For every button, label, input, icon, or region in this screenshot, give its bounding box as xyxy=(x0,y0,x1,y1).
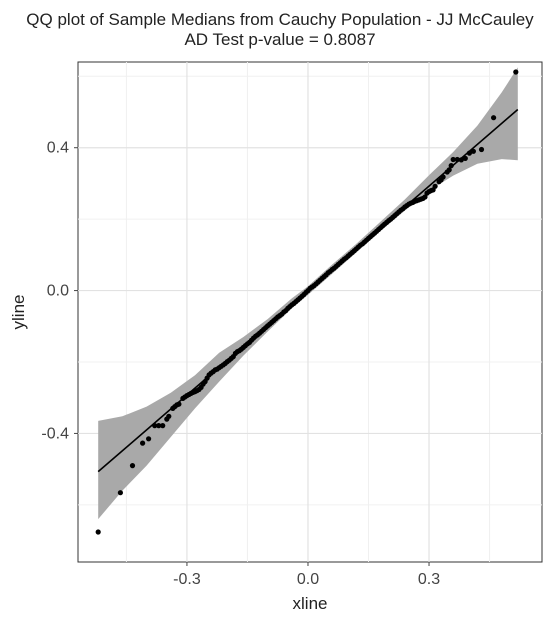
x-tick-label: 0.3 xyxy=(418,571,440,588)
data-point xyxy=(118,490,123,495)
data-point xyxy=(176,402,181,407)
data-point xyxy=(130,463,135,468)
data-point xyxy=(513,69,518,74)
y-tick-label: 0.0 xyxy=(47,283,69,300)
x-axis-ticks: -0.3 0.0 0.3 xyxy=(173,562,440,588)
y-tick-label: -0.4 xyxy=(41,425,69,442)
data-point xyxy=(441,174,446,179)
data-point xyxy=(160,423,165,428)
y-tick-label: 0.4 xyxy=(47,140,69,157)
x-axis-label: xline xyxy=(293,594,328,613)
data-point xyxy=(449,163,454,168)
data-point xyxy=(166,414,171,419)
data-point xyxy=(96,529,101,534)
y-axis-label: yline xyxy=(9,295,28,330)
data-point xyxy=(479,147,484,152)
data-point xyxy=(471,149,476,154)
y-axis-ticks: -0.4 0.0 0.4 xyxy=(41,140,78,443)
x-tick-label: 0.0 xyxy=(297,571,319,588)
data-point xyxy=(146,436,151,441)
data-point xyxy=(140,441,145,446)
data-point xyxy=(463,156,468,161)
x-tick-label: -0.3 xyxy=(173,571,201,588)
data-point xyxy=(491,115,496,120)
data-point xyxy=(433,184,438,189)
